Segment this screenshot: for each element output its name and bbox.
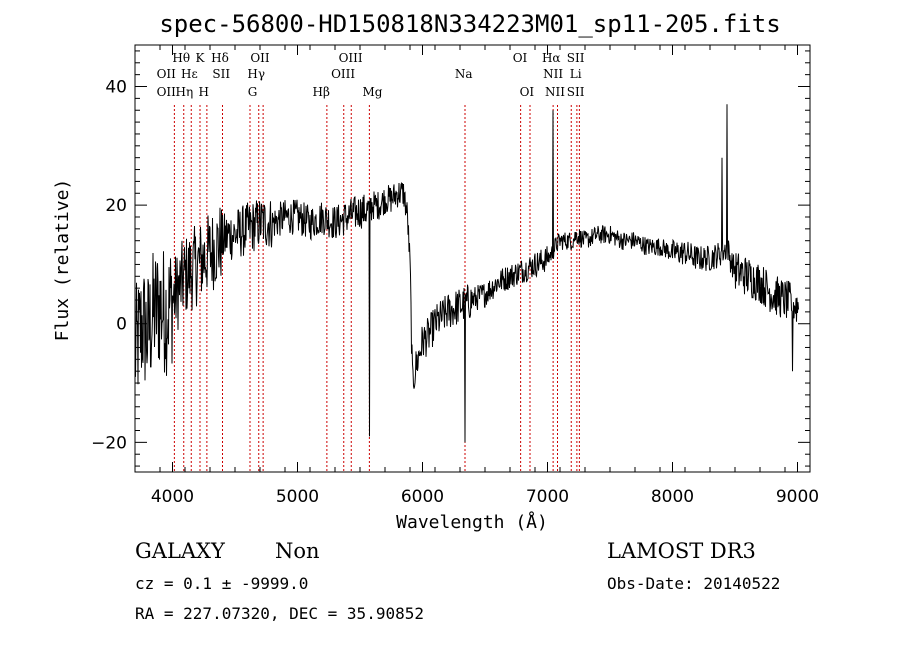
line-label-10: SII xyxy=(212,67,230,81)
line-label-8: OII xyxy=(157,67,177,81)
line-label-24: SII xyxy=(567,85,585,99)
line-label-5: OI xyxy=(513,51,528,65)
chart-title: spec-56800-HD150818N334223M01_sp11-205.f… xyxy=(159,10,780,38)
spectrum-line xyxy=(134,104,799,443)
obs-date: Obs-Date: 20140522 xyxy=(607,574,780,593)
line-label-18: H xyxy=(199,85,209,99)
line-label-11: Hγ xyxy=(247,67,265,81)
line-label-21: Mg xyxy=(363,85,383,99)
plot-frame xyxy=(134,44,811,473)
object-subclass: Non xyxy=(275,539,320,563)
x-tick-label-2: 6000 xyxy=(401,487,444,507)
line-label-1: K xyxy=(196,51,206,65)
line-label-15: Li xyxy=(570,67,582,81)
line-label-4: OIII xyxy=(339,51,363,65)
survey-name: LAMOST DR3 xyxy=(607,539,756,563)
line-label-9: Hε xyxy=(181,67,198,81)
line-label-7: SII xyxy=(567,51,585,65)
x-tick-label-1: 5000 xyxy=(276,487,319,507)
object-class: GALAXY xyxy=(135,539,226,563)
x-axis: 4000 5000 6000 7000 8000 9000 xyxy=(134,45,819,507)
line-label-14: NII xyxy=(543,67,563,81)
line-markers xyxy=(173,105,580,472)
y-tick-label-0: −20 xyxy=(91,433,127,453)
y-tick-label-3: 40 xyxy=(105,78,127,98)
line-label-22: OI xyxy=(520,85,535,99)
x-tick-label-3: 7000 xyxy=(526,487,569,507)
redshift-cz: cz = 0.1 ± -9999.0 xyxy=(135,574,308,593)
line-label-3: OII xyxy=(250,51,270,65)
line-label-12: OIII xyxy=(331,67,355,81)
line-label-2: Hδ xyxy=(211,51,229,65)
line-label-13: Na xyxy=(455,67,473,81)
y-axis: −20 0 20 40 xyxy=(91,50,810,467)
line-label-19: G xyxy=(248,85,258,99)
y-tick-label-2: 20 xyxy=(105,196,127,216)
line-labels: Hθ K Hδ OII OIII OI Hα SII OII Hε SII Hγ OIII Na NII Li… xyxy=(157,51,585,99)
x-tick-label-5: 9000 xyxy=(776,487,819,507)
x-tick-label-4: 8000 xyxy=(651,487,694,507)
x-tick-label-0: 4000 xyxy=(151,487,194,507)
coordinates: RA = 227.07320, DEC = 35.90852 xyxy=(135,604,424,623)
line-label-17: Hη xyxy=(176,85,194,99)
y-tick-label-1: 0 xyxy=(116,315,127,335)
line-label-16: OII xyxy=(157,85,177,99)
line-label-6: Hα xyxy=(542,51,561,65)
y-axis-label: Flux (relative) xyxy=(52,179,73,342)
x-axis-label: Wavelength (Å) xyxy=(396,511,548,533)
line-label-20: Hβ xyxy=(313,85,330,99)
line-label-23: NII xyxy=(545,85,565,99)
line-label-0: Hθ xyxy=(172,51,190,65)
